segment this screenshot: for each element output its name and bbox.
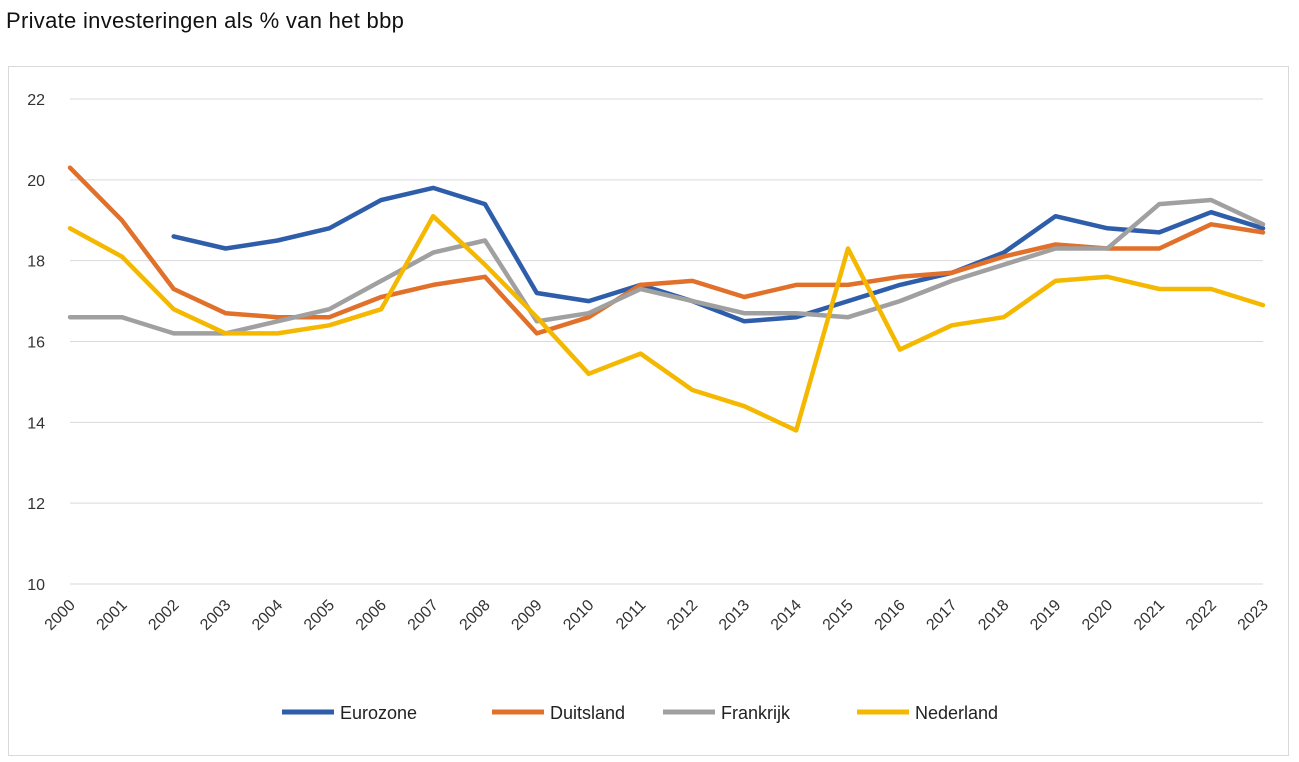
x-tick-label: 2003 (197, 597, 234, 634)
y-tick-label: 10 (27, 577, 45, 594)
x-tick-label: 2011 (613, 597, 649, 633)
y-tick-label: 20 (27, 173, 45, 190)
x-tick-label: 2004 (249, 597, 286, 634)
legend: Eurozone Duitsland Frankrijk Nederland (282, 703, 998, 723)
series-line-frankrijk (67, 197, 1266, 336)
legend-label-eurozone: Eurozone (340, 703, 417, 723)
gridlines (70, 98, 1263, 585)
series-lines (67, 165, 1266, 433)
x-tick-label: 2007 (405, 597, 442, 634)
y-tick-label: 16 (27, 335, 45, 352)
y-tick-label: 14 (27, 415, 45, 432)
x-tick-label: 2009 (508, 597, 545, 634)
x-tick-label: 2010 (560, 597, 597, 634)
x-tick-label: 2017 (923, 597, 960, 634)
x-tick-label: 2014 (768, 597, 805, 634)
x-tick-label: 2021 (1131, 597, 1168, 634)
y-tick-label: 12 (27, 496, 45, 513)
x-tick-label: 2005 (301, 597, 338, 634)
y-axis-ticks: 10 12 14 16 18 20 22 (27, 92, 45, 594)
x-tick-label: 2002 (145, 597, 182, 634)
x-tick-label: 2001 (94, 597, 131, 634)
x-tick-label: 2022 (1183, 597, 1220, 634)
x-tick-label: 2016 (872, 597, 909, 634)
x-tick-label: 2013 (716, 597, 753, 634)
chart-title: Private investeringen als % van het bbp (6, 8, 405, 33)
x-tick-label: 2000 (42, 597, 79, 634)
x-tick-label: 2012 (664, 597, 701, 634)
x-tick-label: 2020 (1079, 597, 1116, 634)
x-tick-label: 2019 (1027, 597, 1064, 634)
x-tick-label: 2008 (457, 597, 494, 634)
legend-label-nederland: Nederland (915, 703, 998, 723)
x-tick-label: 2015 (820, 597, 857, 634)
chart-frame: 10 12 14 16 18 20 22 2000 2001 2002 2003 2004 2005 2… (8, 66, 1289, 756)
x-tick-label: 2023 (1235, 597, 1272, 634)
legend-label-duitsland: Duitsland (550, 703, 625, 723)
x-tick-label: 2006 (353, 597, 390, 634)
series-line-eurozone (171, 185, 1266, 324)
x-axis-ticks: 2000 2001 2002 2003 2004 2005 2006 2007 2008 2009… (42, 597, 1272, 634)
y-tick-label: 18 (27, 254, 45, 271)
y-tick-label: 22 (27, 92, 45, 109)
series-line-nederland (67, 213, 1266, 433)
legend-label-frankrijk: Frankrijk (721, 703, 791, 723)
x-tick-label: 2018 (975, 597, 1012, 634)
series-line-duitsland (67, 165, 1266, 336)
